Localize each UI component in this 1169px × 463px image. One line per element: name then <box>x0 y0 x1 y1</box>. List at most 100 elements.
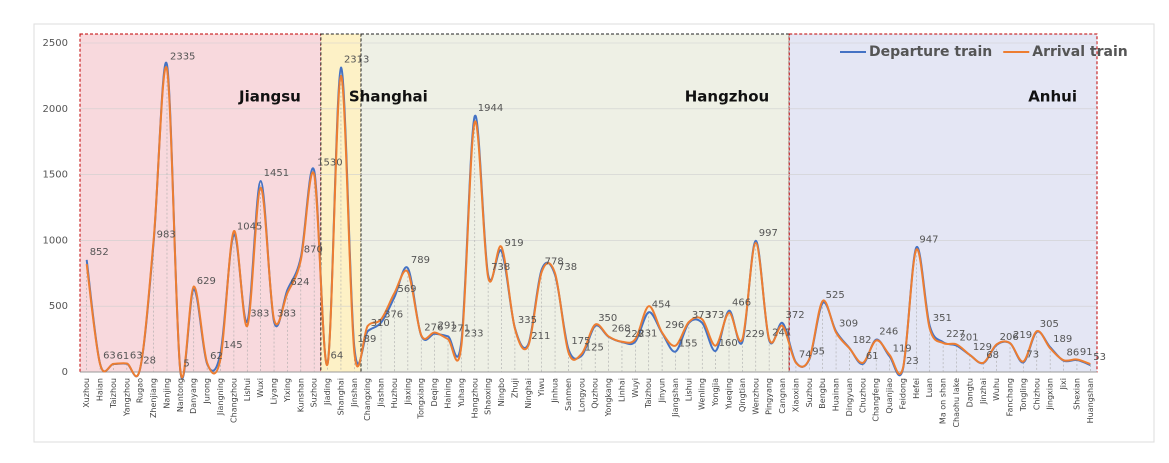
x-tick-label: Chuzhou <box>858 378 867 413</box>
x-tick-label: Chizhou <box>1032 378 1041 410</box>
data-label: 271 <box>451 323 470 334</box>
x-tick-label: Tongling <box>1019 378 1028 412</box>
data-label: 189 <box>357 334 376 345</box>
y-tick-label: 500 <box>49 301 68 312</box>
data-label: 228 <box>625 329 644 340</box>
x-tick-label: Sanmen <box>564 378 573 411</box>
data-label: 372 <box>786 310 805 321</box>
x-tick-label: Danyang <box>189 378 198 414</box>
x-tick-label: Liyang <box>270 378 279 404</box>
region-label: Anhui <box>1028 88 1077 106</box>
data-label: 91 <box>1080 347 1093 358</box>
data-label: 246 <box>879 327 898 338</box>
data-label: 383 <box>250 309 269 320</box>
data-label: 310 <box>371 318 390 329</box>
data-label: 233 <box>464 328 483 339</box>
data-label: 1045 <box>237 221 262 232</box>
data-label: 276 <box>424 323 443 334</box>
x-tick-label: Suzhou <box>805 378 814 407</box>
x-tick-label: Jurong <box>203 378 212 405</box>
x-tick-label: Jiangshan <box>671 378 680 418</box>
data-label: 350 <box>598 313 617 324</box>
x-tick-label: Haining <box>443 378 452 409</box>
data-label: 74 <box>799 349 812 360</box>
x-tick-label: Huzhou <box>390 378 399 408</box>
x-tick-label: Quanjiao <box>885 378 894 414</box>
data-label: 28 <box>143 355 156 366</box>
x-tick-label: Yueqing <box>725 378 734 410</box>
data-label: 145 <box>224 340 243 351</box>
data-label: 62 <box>210 351 223 362</box>
x-tick-label: Quzhou <box>591 378 600 409</box>
x-tick-label: Cangnan <box>778 378 787 414</box>
region <box>360 33 790 373</box>
data-label: 175 <box>571 336 590 347</box>
x-tick-label: Changzhou <box>229 378 238 423</box>
data-label: 373 <box>692 310 711 321</box>
legend-label: Arrival train <box>1032 44 1128 60</box>
x-tick-label: Huangshan <box>1086 378 1095 423</box>
data-label: 983 <box>157 230 176 241</box>
y-tick-label: 2500 <box>43 38 68 49</box>
x-tick-label: Lishui <box>684 378 693 401</box>
data-label: 227 <box>946 329 965 340</box>
y-tick-label: 2000 <box>43 104 68 115</box>
x-tick-label: Yiwu <box>537 378 546 397</box>
x-tick-label: Pingyang <box>765 378 774 415</box>
data-label: 2313 <box>344 55 369 66</box>
x-tick-label: Jinyun <box>658 378 667 404</box>
data-label: 64 <box>331 351 344 362</box>
x-tick-label: Zhenjiang <box>149 378 158 418</box>
data-label: 383 <box>277 309 296 320</box>
data-label: 309 <box>839 318 858 329</box>
x-tick-label: Hefei <box>912 378 921 399</box>
data-label: 206 <box>1000 332 1019 343</box>
y-tick-label: 1000 <box>43 235 68 246</box>
data-label: 870 <box>304 245 323 256</box>
x-tick-label: Rugao <box>136 378 145 403</box>
data-label: 789 <box>411 255 430 266</box>
data-label: 305 <box>1040 319 1059 330</box>
data-label: 1451 <box>264 168 289 179</box>
x-tick-label: Wenzhou <box>751 378 760 415</box>
x-tick-label: Fanchang <box>1006 378 1015 416</box>
x-tick-label: Taizhou <box>644 378 653 409</box>
region-label: Shanghai <box>349 88 428 106</box>
grid <box>80 42 1097 373</box>
x-tick-label: Qingtian <box>738 378 747 412</box>
data-label: 155 <box>678 339 697 350</box>
x-tick-label: Shaoxing <box>484 378 493 415</box>
data-label: 241 <box>772 327 791 338</box>
x-tick-label: Chaohu lake <box>952 378 961 428</box>
x-tick-label: Dangtu <box>965 378 974 407</box>
x-tick-label: Xiaoxian <box>791 378 800 412</box>
x-tick-label: Deqing <box>430 378 439 407</box>
data-label: 63 <box>103 351 116 362</box>
x-tick-label: Jiangning <box>216 378 225 416</box>
y-tick-label: 1500 <box>43 170 68 181</box>
data-label: 23 <box>906 356 919 367</box>
lines <box>85 61 1091 380</box>
data-label: 373 <box>705 310 724 321</box>
data-label: 1530 <box>317 158 342 169</box>
x-tick-label: Changfeng <box>872 378 881 422</box>
x-tick-label: Huainan <box>832 378 841 411</box>
data-label: 73 <box>1026 349 1039 360</box>
data-label: 351 <box>933 313 952 324</box>
data-label: 919 <box>505 238 524 249</box>
x-tick-label: Jiashan <box>377 378 386 408</box>
data-label: 5 <box>183 358 189 369</box>
x-tick-label: Bengbu <box>818 378 827 409</box>
data-label: 53 <box>1093 352 1106 363</box>
data-label: 231 <box>638 329 657 340</box>
y-tick-label: 0 <box>62 367 68 378</box>
data-label: 296 <box>665 320 684 331</box>
x-tick-label: Shexian <box>1072 378 1081 410</box>
x-tick-label: Ninghai <box>524 378 533 409</box>
labels: Jiangsu Shanghai Hangzhou Anhui 0 500 1000 1500… <box>43 38 1128 428</box>
data-label: 189 <box>1053 334 1072 345</box>
x-tick-label: Linhai <box>617 378 626 402</box>
data-label: 997 <box>759 228 778 239</box>
x-tick-label: Jinzhai <box>979 378 988 405</box>
